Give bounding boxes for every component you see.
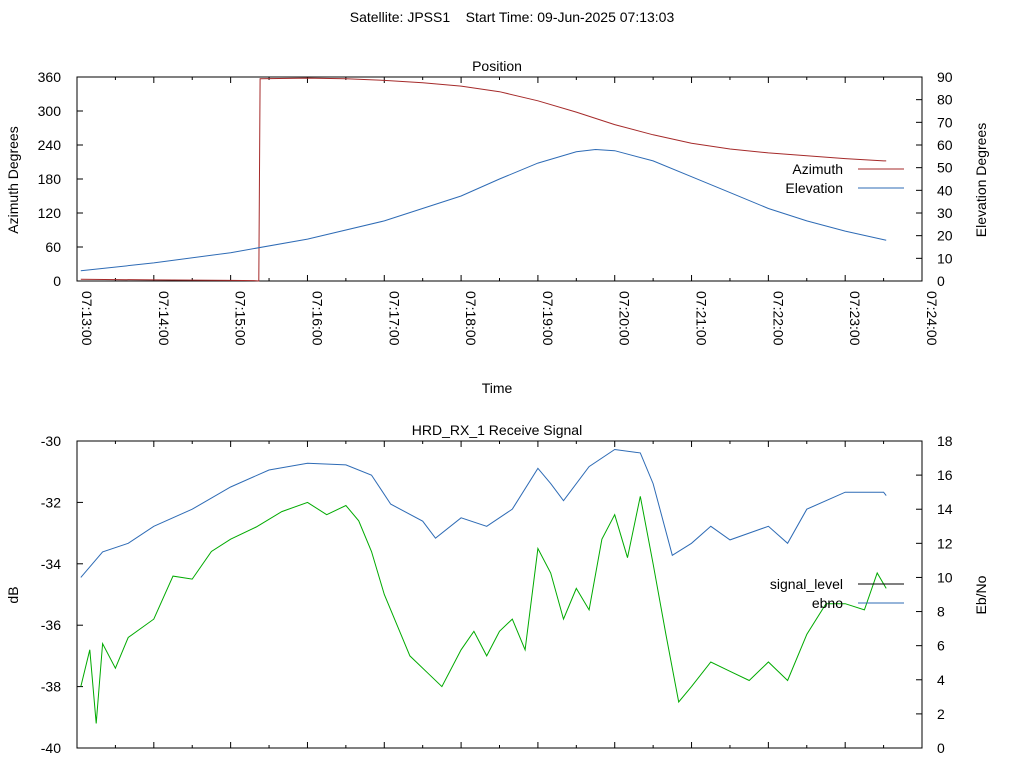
chart-1-x-tick-label: 07:24:00 xyxy=(924,291,940,346)
chart-1-x-tick-label: 07:19:00 xyxy=(540,291,556,346)
chart-2-legend-label: ebno xyxy=(812,595,843,611)
chart-1-series-Azimuth-line xyxy=(80,77,887,282)
chart-1-x-tick-label: 07:21:00 xyxy=(694,291,710,346)
chart-1-series-Elevation-line xyxy=(80,148,887,272)
chart-1-y-tick-label: 300 xyxy=(38,103,62,119)
chart-2-y-tick-label: -32 xyxy=(41,494,61,510)
chart-2-legend-label: signal_level xyxy=(770,576,843,592)
chart-2-series-unlabeled-line xyxy=(80,496,887,724)
chart-1-y2-tick-label: 80 xyxy=(937,92,953,108)
chart-2-y2-tick-label: 0 xyxy=(937,740,945,756)
chart-1-x-tick-label: 07:16:00 xyxy=(309,291,325,346)
chart-2-y2-tick-label: 18 xyxy=(937,433,953,449)
chart-2-y-axis-label: dB xyxy=(5,586,21,603)
chart-2-y2-tick-label: 16 xyxy=(937,467,953,483)
chart-1-x-tick-label: 07:20:00 xyxy=(617,291,633,346)
chart-1-y2-tick-label: 40 xyxy=(937,182,953,198)
chart-1-y2-tick-label: 90 xyxy=(937,69,953,85)
chart-1-x-tick-label: 07:22:00 xyxy=(770,291,786,346)
chart-1-x-tick-label: 07:18:00 xyxy=(463,291,479,346)
chart-1-y2-tick-label: 30 xyxy=(937,205,953,221)
chart-1-y-tick-label: 180 xyxy=(38,171,62,187)
chart-1-y-tick-label: 0 xyxy=(53,273,61,289)
chart-2-y2-tick-label: 2 xyxy=(937,706,945,722)
page-title: Satellite: JPSS1 Start Time: 09-Jun-2025… xyxy=(349,9,675,25)
chart-1-y2-tick-label: 50 xyxy=(937,160,953,176)
chart-1-y-tick-label: 240 xyxy=(38,137,62,153)
chart-2-y-tick-label: -30 xyxy=(41,433,61,449)
chart-2-series-ebno-line xyxy=(80,448,887,578)
chart-1-title: Position xyxy=(472,58,522,74)
chart-1-x-tick-label: 07:23:00 xyxy=(847,291,863,346)
chart-1-y2-tick-label: 70 xyxy=(937,114,953,130)
chart-2-y2-tick-label: 8 xyxy=(937,604,945,620)
chart-2-y-tick-label: -36 xyxy=(41,617,61,633)
chart-1-x-tick-label: 07:14:00 xyxy=(156,291,172,346)
chart-1-y2-tick-label: 10 xyxy=(937,250,953,266)
chart-1-x-tick-label: 07:15:00 xyxy=(233,291,249,346)
chart-1-x-tick-label: 07:13:00 xyxy=(79,291,95,346)
chart-2-y2-axis-label: Eb/No xyxy=(973,575,989,614)
chart-1-y-axis-label: Azimuth Degrees xyxy=(5,126,21,233)
chart-1-y2-tick-label: 60 xyxy=(937,137,953,153)
chart-2-y2-tick-label: 6 xyxy=(937,638,945,654)
chart-1-x-axis-label: Time xyxy=(482,380,513,396)
chart-1-legend-label: Azimuth xyxy=(792,161,843,177)
chart-2-y2-tick-label: 12 xyxy=(937,535,953,551)
chart-1-y2-tick-label: 20 xyxy=(937,228,953,244)
chart-1-y2-axis-label: Elevation Degrees xyxy=(973,123,989,237)
chart-2-y2-tick-label: 10 xyxy=(937,569,953,585)
chart-1-y-tick-label: 120 xyxy=(38,205,62,221)
chart-2-y-tick-label: -38 xyxy=(41,679,61,695)
chart-1-legend-label: Elevation xyxy=(785,180,843,196)
chart-2-y2-tick-label: 14 xyxy=(937,501,953,517)
chart-2-y2-tick-label: 4 xyxy=(937,672,945,688)
chart-1-y-tick-label: 60 xyxy=(45,239,61,255)
chart-2-y-tick-label: -40 xyxy=(41,740,61,756)
chart-1-y-tick-label: 360 xyxy=(38,69,62,85)
chart-2-y-tick-label: -34 xyxy=(41,556,61,572)
chart-1-x-tick-label: 07:17:00 xyxy=(386,291,402,346)
chart-1-y2-tick-label: 0 xyxy=(937,273,945,289)
chart-2-title: HRD_RX_1 Receive Signal xyxy=(412,422,582,438)
chart-2-plot-frame xyxy=(76,440,923,749)
